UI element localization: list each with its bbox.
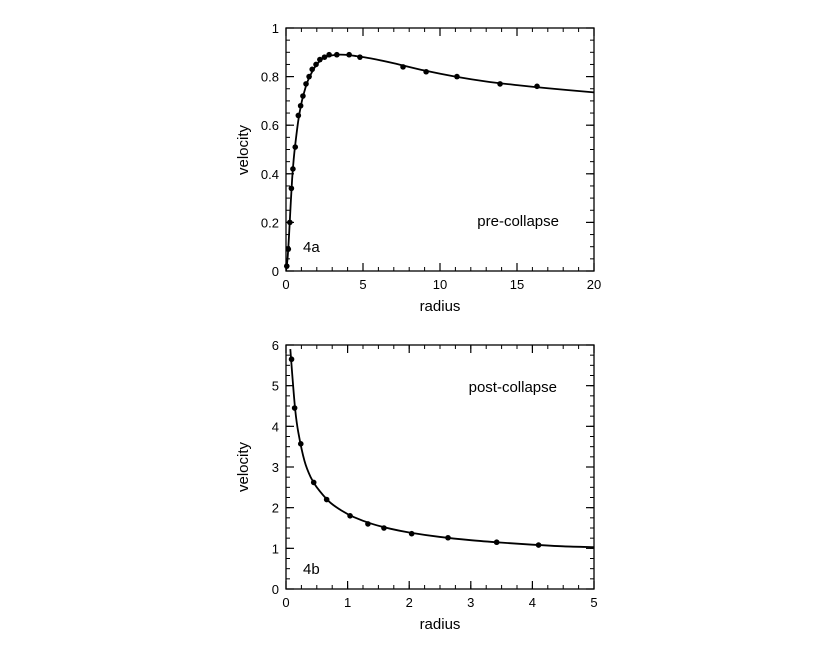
data-point [283, 263, 290, 269]
y-axis-title: velocity [235, 441, 252, 492]
y-tick-label: 0 [272, 582, 279, 597]
x-tick-label: 2 [406, 595, 413, 610]
data-point [408, 530, 415, 537]
data-point [423, 68, 429, 75]
x-tick-label: 0 [282, 277, 289, 292]
y-tick-label: 4 [272, 419, 279, 434]
data-point [292, 144, 299, 150]
data-point [309, 66, 315, 73]
x-tick-label: 5 [359, 277, 366, 292]
annotation-text: pre-collapse [477, 213, 559, 230]
data-point [535, 542, 542, 548]
data-point [321, 54, 328, 60]
data-point [534, 83, 540, 90]
y-tick-label: 5 [272, 379, 279, 394]
data-point [297, 102, 304, 109]
data-point [287, 219, 293, 226]
data-point [497, 81, 503, 87]
x-tick-label: 1 [344, 595, 351, 610]
chart-panel-4a: 4a pre-collapse radius velocity 0 5 10 15 20… [235, 21, 601, 315]
data-point [357, 54, 363, 60]
data-point [288, 185, 295, 192]
data-point [300, 93, 306, 99]
y-axis-title: velocity [235, 124, 252, 175]
y-tick-label: 0.2 [261, 215, 279, 230]
panel-label: 4a [303, 239, 320, 256]
y-tick-label: 0.4 [261, 167, 279, 182]
plot-frame [285, 27, 595, 272]
data-point [326, 51, 332, 58]
data-point [310, 479, 317, 486]
data-point [317, 56, 323, 63]
chart-panel-4b: 4b post-collapse radius velocity 0 1 2 3 4 5 0… [235, 338, 598, 633]
y-tick-label: 0 [272, 264, 279, 279]
data-point [445, 534, 451, 541]
data-point [454, 73, 460, 80]
x-tick-label: 4 [529, 595, 536, 610]
data-point [295, 112, 302, 119]
x-tick-label: 20 [587, 277, 601, 292]
data-point [334, 51, 340, 58]
data-point [285, 246, 292, 252]
y-tick-label: 0.8 [261, 70, 279, 85]
x-tick-label: 0 [282, 595, 289, 610]
data-point [400, 64, 406, 70]
x-tick-label: 3 [467, 595, 474, 610]
y-tick-label: 1 [272, 541, 279, 556]
data-point [381, 525, 387, 531]
data-point [347, 513, 353, 519]
data-point [313, 61, 319, 68]
data-point [346, 51, 352, 58]
data-point [290, 166, 296, 172]
panel-label: 4b [303, 561, 320, 578]
x-axis-title: radius [420, 616, 461, 633]
data-point [365, 521, 371, 527]
data-point [323, 496, 330, 503]
data-point [493, 539, 500, 546]
y-tick-label: 3 [272, 460, 279, 475]
x-tick-label: 5 [590, 595, 597, 610]
data-point [288, 356, 295, 363]
annotation-text: post-collapse [469, 379, 557, 396]
data-point [306, 73, 312, 80]
data-point [297, 441, 304, 447]
model-curve [289, 348, 594, 549]
y-tick-label: 0.6 [261, 118, 279, 133]
y-tick-label: 2 [272, 501, 279, 516]
x-tick-label: 10 [433, 277, 447, 292]
y-tick-label: 1 [272, 21, 279, 36]
x-tick-label: 15 [510, 277, 524, 292]
y-tick-label: 6 [272, 338, 279, 353]
model-curve [286, 53, 594, 271]
data-point [291, 405, 298, 411]
data-point [303, 81, 309, 87]
x-axis-title: radius [420, 298, 461, 315]
